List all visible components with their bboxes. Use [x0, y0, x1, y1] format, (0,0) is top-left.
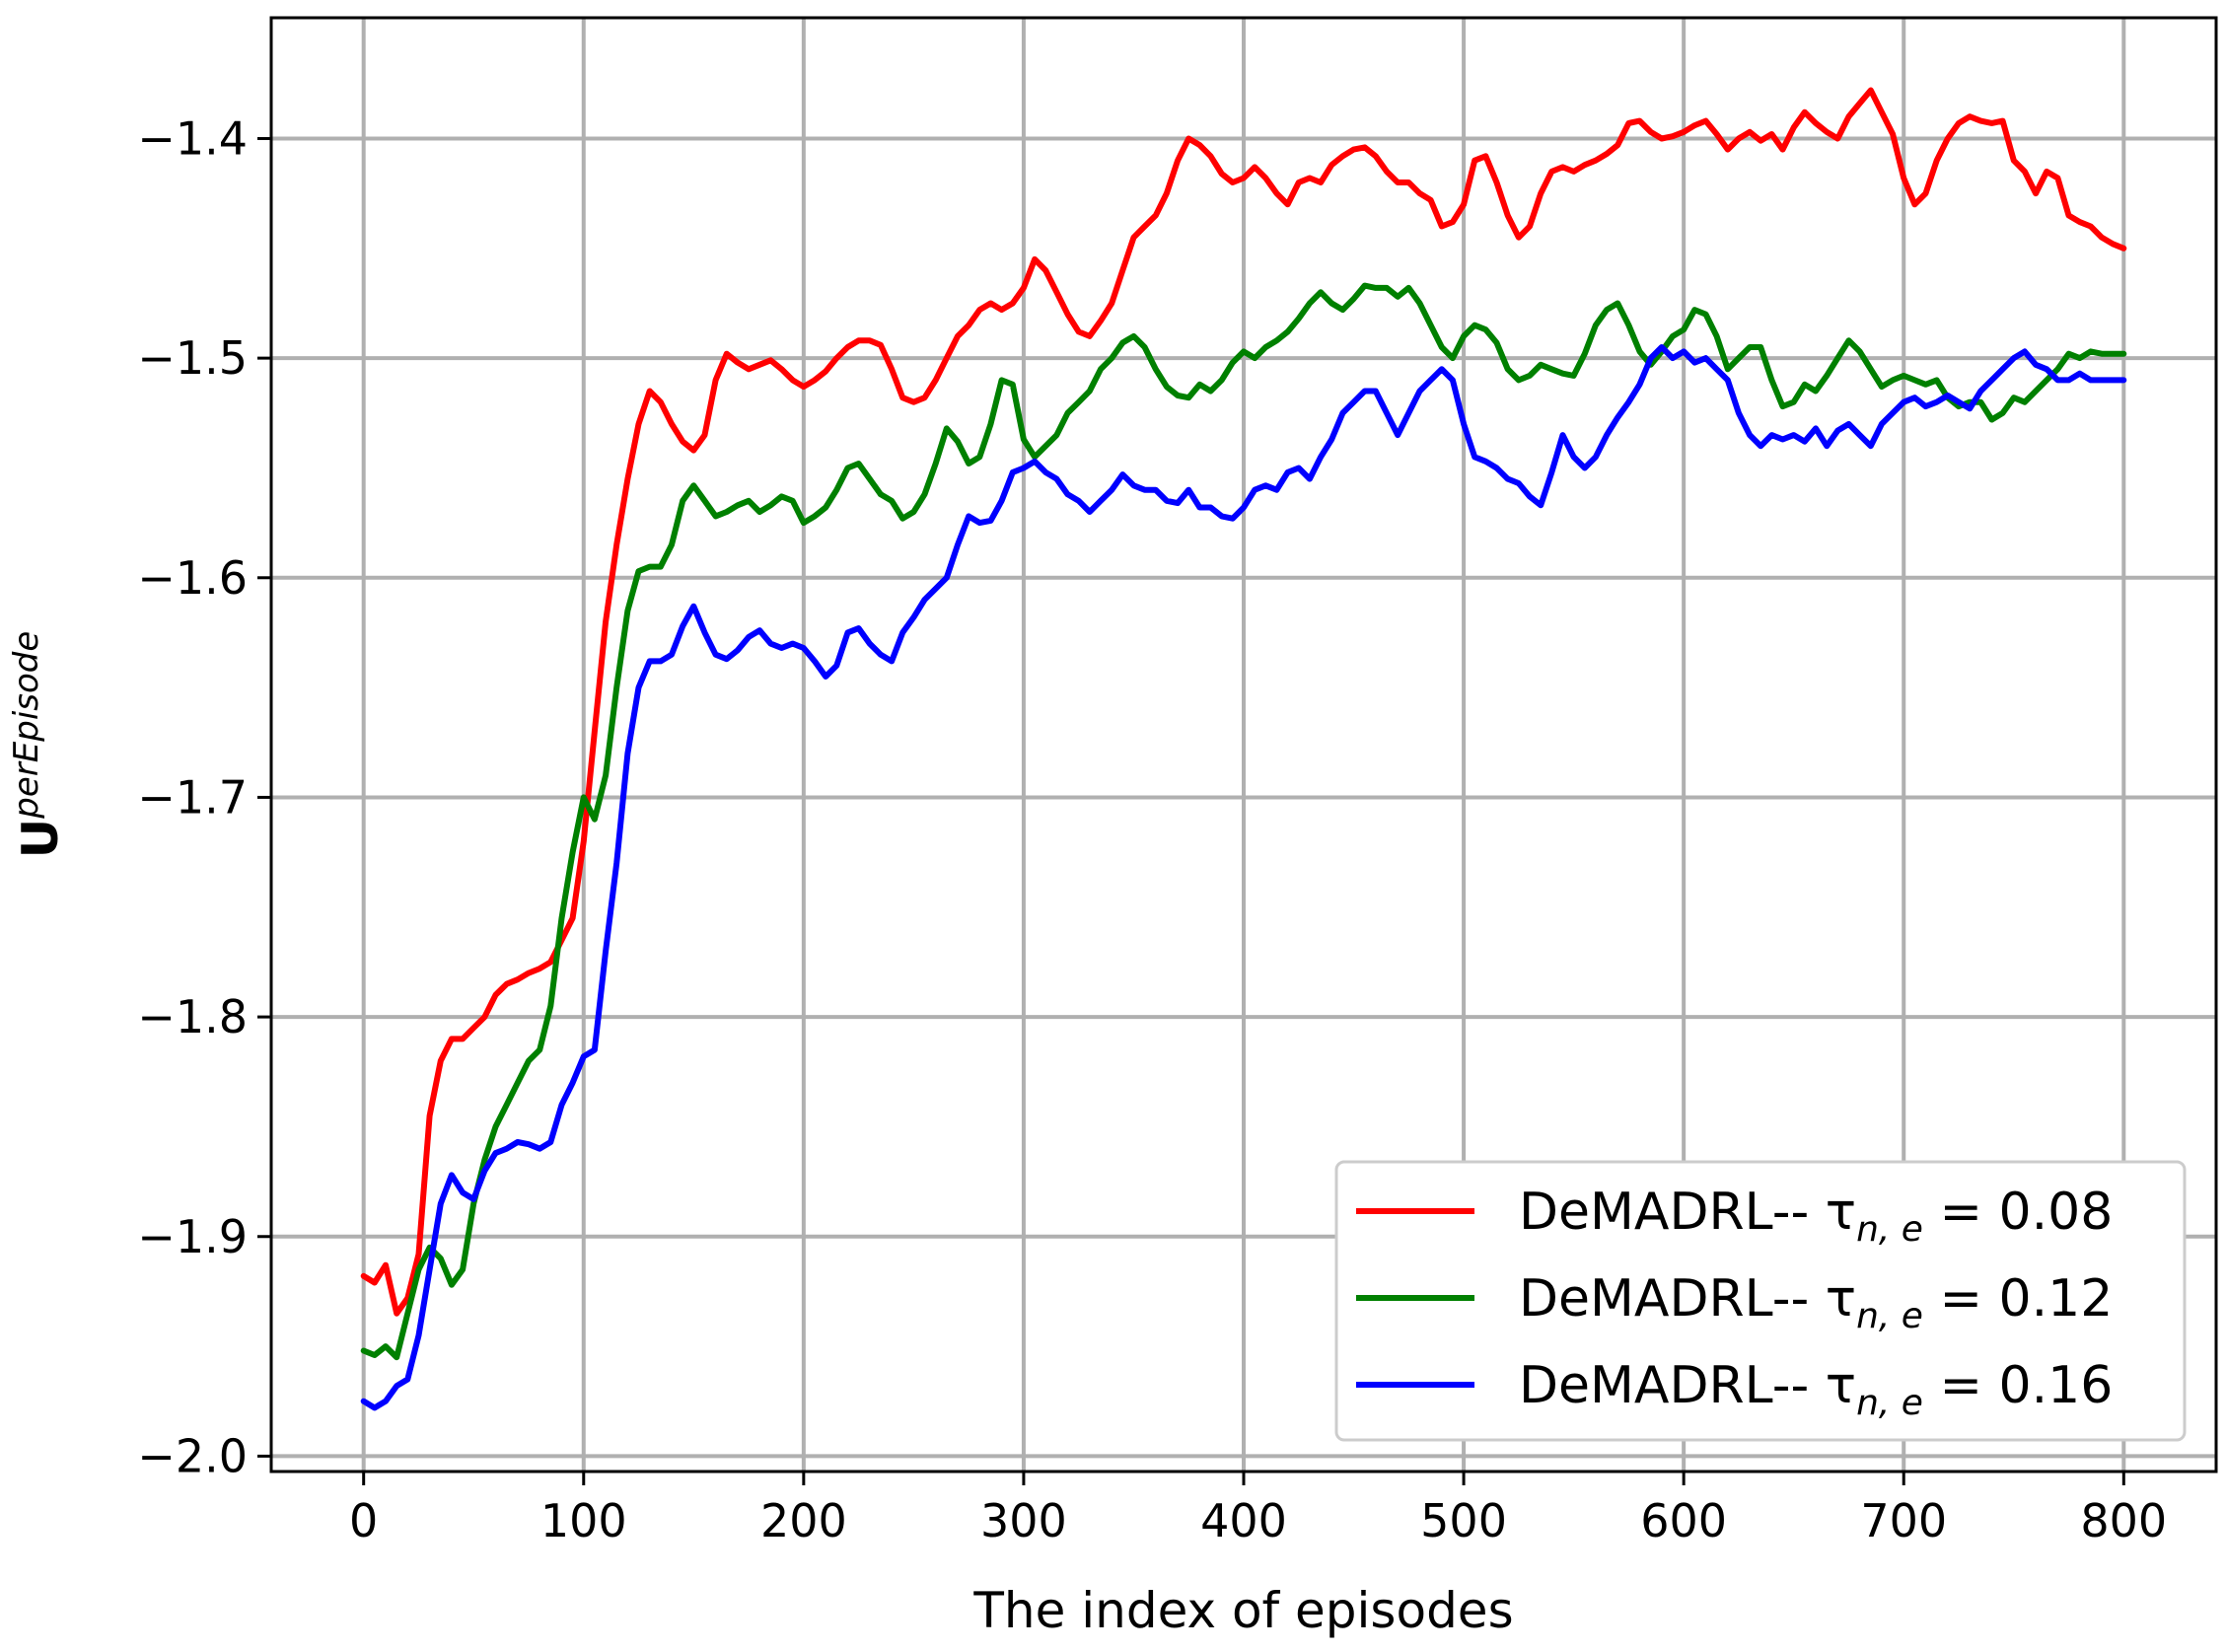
x-axis-label: The index of episodes — [972, 1582, 1513, 1639]
legend: DeMADRL-- τn, e = 0.08 DeMADRL-- τn, e = … — [1334, 1160, 2187, 1442]
x-tick-label: 100 — [540, 1494, 627, 1547]
y-axis-label-superscript: perEpisode — [7, 631, 46, 820]
axis-ticks: 0 100 200 300 400 500 600 700 800 −2.0 −1.9 −1.8 −1.… — [137, 111, 2167, 1547]
legend-label-1: DeMADRL-- τn, e = 0.08 — [1519, 1183, 2113, 1250]
y-tick-label: −1.7 — [137, 770, 248, 824]
x-tick-label: 700 — [1860, 1494, 1947, 1547]
legend-label-2: DeMADRL-- τn, e = 0.12 — [1519, 1269, 2113, 1336]
y-tick-label: −1.9 — [137, 1210, 248, 1263]
x-tick-label: 200 — [760, 1494, 847, 1547]
x-tick-label: 0 — [349, 1494, 378, 1547]
y-tick-label: −1.8 — [137, 990, 248, 1043]
series-line-2 — [360, 282, 2127, 1361]
x-tick-label: 300 — [980, 1494, 1067, 1547]
x-tick-label: 500 — [1420, 1494, 1507, 1547]
y-axis-label: UperEpisode — [7, 631, 69, 859]
legend-label-3: DeMADRL-- τn, e = 0.16 — [1519, 1356, 2113, 1423]
legend-box — [1334, 1160, 2187, 1442]
x-tick-label: 400 — [1200, 1494, 1287, 1547]
x-tick-label: 600 — [1640, 1494, 1727, 1547]
y-tick-label: −1.5 — [137, 331, 248, 385]
series-line-3 — [360, 344, 2127, 1411]
y-tick-label: −2.0 — [137, 1429, 248, 1482]
series-line-1 — [360, 87, 2127, 1317]
series-lines — [360, 87, 2127, 1411]
x-tick-label: 800 — [2080, 1494, 2167, 1547]
y-axis-label-main: U — [12, 819, 69, 859]
y-tick-label: −1.6 — [137, 551, 248, 605]
y-tick-label: −1.4 — [137, 111, 248, 165]
